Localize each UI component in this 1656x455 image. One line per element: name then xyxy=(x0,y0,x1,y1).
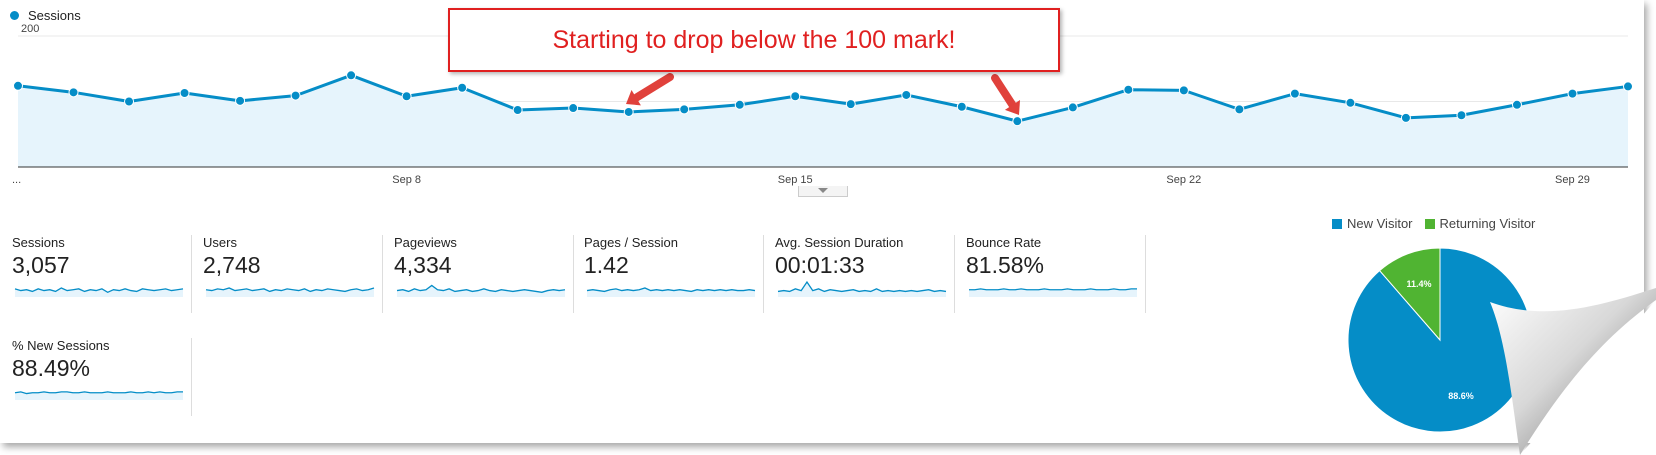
metric-card[interactable]: Pages / Session 1.42 xyxy=(584,235,764,313)
data-point[interactable] xyxy=(346,70,357,81)
metric-sparkline xyxy=(969,288,1137,297)
data-point[interactable] xyxy=(1012,116,1023,127)
data-point[interactable] xyxy=(1345,97,1356,108)
metric-sparkline xyxy=(14,391,183,400)
data-point[interactable] xyxy=(401,91,412,102)
data-point[interactable] xyxy=(457,82,468,93)
pie-legend-new[interactable]: New Visitor xyxy=(1332,216,1413,231)
visitor-pie-chart[interactable]: 88.6% 11.4% xyxy=(1340,240,1540,440)
metric-sparkline xyxy=(205,287,375,297)
metric-separator xyxy=(573,235,574,313)
data-point[interactable] xyxy=(1067,102,1078,113)
data-point[interactable] xyxy=(512,105,523,116)
legend-swatch-icon xyxy=(1424,218,1435,229)
data-point[interactable] xyxy=(901,89,912,100)
metric-value: 1.42 xyxy=(584,252,629,278)
data-point[interactable] xyxy=(13,80,23,91)
x-tick-label: Sep 22 xyxy=(1166,174,1201,186)
curl-backing xyxy=(1520,300,1656,455)
data-point[interactable] xyxy=(1234,104,1245,115)
series-legend[interactable]: Sessions xyxy=(10,8,81,23)
metric-separator xyxy=(954,235,955,313)
metric-sparkline xyxy=(586,287,756,297)
callout-text: Starting to drop below the 100 mark! xyxy=(552,25,956,54)
data-point[interactable] xyxy=(734,99,745,110)
chevron-down-icon xyxy=(818,188,828,193)
pie-legend: New Visitor Returning Visitor xyxy=(1332,216,1547,231)
data-point[interactable] xyxy=(1289,88,1300,99)
metric-label: Avg. Session Duration xyxy=(775,235,904,250)
data-point[interactable] xyxy=(1623,81,1633,92)
x-tick-label: ... xyxy=(12,174,21,186)
metric-card[interactable]: Pageviews 4,334 xyxy=(394,235,574,313)
legend-swatch-icon xyxy=(1332,218,1342,229)
legend-label: Sessions xyxy=(28,8,81,23)
data-point[interactable] xyxy=(1400,112,1411,123)
y-tick-label: 200 xyxy=(21,23,39,35)
data-point[interactable] xyxy=(1456,110,1467,121)
metric-label: Pages / Session xyxy=(584,235,678,250)
metric-separator xyxy=(191,235,192,313)
metric-sparkline xyxy=(14,287,184,297)
metric-label: Users xyxy=(203,235,237,250)
sessions-line xyxy=(17,73,1629,123)
collapse-toggle[interactable] xyxy=(798,186,848,197)
data-point[interactable] xyxy=(568,103,579,114)
data-point[interactable] xyxy=(235,95,246,106)
data-point[interactable] xyxy=(1511,99,1522,110)
pie-legend-returning[interactable]: Returning Visitor xyxy=(1424,216,1536,231)
legend-dot-icon xyxy=(10,11,19,20)
metric-value: 4,334 xyxy=(394,252,452,278)
data-point[interactable] xyxy=(290,90,301,101)
metric-card[interactable]: Bounce Rate 81.58% xyxy=(966,235,1146,313)
metric-label: % New Sessions xyxy=(12,338,110,353)
data-point[interactable] xyxy=(956,101,967,112)
metric-value: 88.49% xyxy=(12,355,91,381)
metric-label: Bounce Rate xyxy=(966,235,1042,250)
pie-legend-label: Returning Visitor xyxy=(1439,216,1536,231)
metric-label: Pageviews xyxy=(394,235,457,250)
pie-legend-label: New Visitor xyxy=(1347,216,1413,231)
metric-value: 00:01:33 xyxy=(775,252,865,278)
annotation-callout: Starting to drop below the 100 mark! xyxy=(448,8,1060,72)
metric-value: 3,057 xyxy=(12,252,70,278)
sessions-area xyxy=(18,75,1628,167)
metric-value: 81.58% xyxy=(966,252,1045,278)
data-point[interactable] xyxy=(845,99,856,110)
data-point[interactable] xyxy=(124,96,135,107)
metric-card[interactable]: Avg. Session Duration 00:01:33 xyxy=(775,235,955,313)
metric-separator xyxy=(191,338,192,416)
annotation-arrow-icon xyxy=(991,74,1021,115)
data-point[interactable] xyxy=(679,104,690,115)
annotation-arrow-icon xyxy=(626,73,674,106)
metric-card[interactable]: Sessions 3,057 xyxy=(12,235,192,313)
pie-slice-returning-visitor[interactable] xyxy=(1378,247,1441,342)
pie-slice-label: 11.4% xyxy=(1407,279,1432,289)
data-point[interactable] xyxy=(68,87,79,98)
metric-value: 2,748 xyxy=(203,252,261,278)
metric-separator xyxy=(382,235,383,313)
curl-shape xyxy=(1490,288,1656,455)
metric-label: Sessions xyxy=(12,235,65,250)
metric-card[interactable]: % New Sessions 88.49% xyxy=(12,338,192,416)
metric-separator xyxy=(1145,235,1146,313)
data-point[interactable] xyxy=(179,87,190,98)
metric-card[interactable]: Users 2,748 xyxy=(203,235,383,313)
data-point[interactable] xyxy=(1123,84,1134,95)
metric-sparkline xyxy=(777,280,947,297)
data-point[interactable] xyxy=(623,106,634,117)
data-point[interactable] xyxy=(1567,88,1578,99)
x-tick-label: Sep 8 xyxy=(392,174,421,186)
metric-separator xyxy=(763,235,764,313)
data-point[interactable] xyxy=(790,91,801,102)
x-tick-label: Sep 15 xyxy=(778,174,813,186)
pie-slice-label: 88.6% xyxy=(1448,391,1474,401)
data-point[interactable] xyxy=(1178,85,1189,96)
metric-sparkline xyxy=(396,284,566,297)
x-tick-label: Sep 29 xyxy=(1555,174,1590,186)
